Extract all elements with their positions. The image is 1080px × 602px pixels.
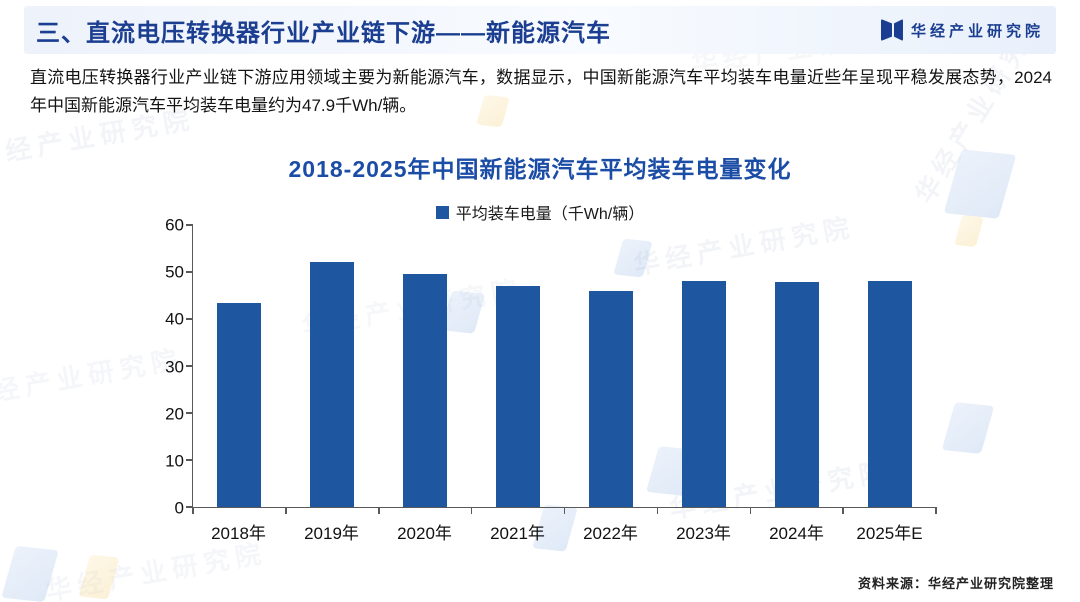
page-title: 三、直流电压转换器行业产业链下游——新能源汽车 bbox=[36, 19, 611, 47]
y-axis-label: 40 bbox=[165, 309, 184, 329]
watermark-folder-icon bbox=[78, 554, 120, 600]
x-axis-label: 2020年 bbox=[397, 524, 452, 543]
x-axis-label: 2019年 bbox=[304, 524, 359, 543]
bar-slot bbox=[379, 225, 472, 507]
legend-label: 平均装车电量（千Wh/辆） bbox=[455, 206, 645, 223]
bar-2023年 bbox=[681, 281, 726, 507]
brand-logo-text: 华经产业研究院 bbox=[910, 22, 1044, 40]
y-axis-label: 30 bbox=[165, 357, 184, 376]
bar-slot bbox=[843, 225, 936, 507]
x-tick bbox=[842, 507, 844, 514]
bar-2021年 bbox=[496, 286, 541, 507]
watermark-folder-icon bbox=[941, 402, 995, 454]
bar-2024年 bbox=[774, 281, 819, 507]
y-tick bbox=[186, 506, 193, 508]
plot-wrapper: 0 10 20 30 40 50 60 2018年 2019年 2020年 2021年 2022年 2… bbox=[150, 217, 940, 543]
y-axis-label: 20 bbox=[165, 404, 184, 424]
bar-slot bbox=[286, 225, 379, 507]
x-axis-label: 2022年 bbox=[583, 524, 638, 543]
bar-2019年 bbox=[310, 261, 355, 507]
bar-slot bbox=[193, 225, 286, 507]
y-tick bbox=[186, 271, 193, 273]
x-tick bbox=[563, 507, 566, 514]
chart-title: 2018-2025年中国新能源汽车平均装车电量变化 bbox=[288, 156, 792, 182]
bar-2025年E bbox=[867, 281, 912, 507]
y-tick bbox=[186, 318, 193, 320]
bar-2022年 bbox=[588, 290, 633, 507]
bar-slot bbox=[565, 225, 658, 507]
x-axis-label: 2025年E bbox=[856, 524, 923, 543]
bar-2020年 bbox=[403, 273, 448, 507]
x-tick bbox=[749, 507, 751, 514]
brand-logo: 华经产业研究院 bbox=[880, 19, 1044, 41]
x-axis-label: 2018年 bbox=[211, 524, 266, 543]
header: 三、直流电压转换器行业产业链下游——新能源汽车 华经产业研究院 bbox=[24, 6, 1056, 54]
y-axis-label: 10 bbox=[165, 451, 184, 471]
watermark-folder-icon bbox=[1, 545, 59, 602]
source-note: 资料来源：华经产业研究院整理 bbox=[857, 576, 1054, 591]
x-tick bbox=[192, 507, 194, 514]
bar-slot bbox=[472, 225, 565, 507]
chart-legend: 平均装车电量（千Wh/辆） bbox=[0, 200, 1080, 224]
bar-2018年 bbox=[217, 303, 262, 507]
x-tick bbox=[378, 507, 380, 514]
y-axis: 0 10 20 30 40 50 60 bbox=[150, 217, 184, 517]
x-axis: 2018年 2019年 2020年 2021年 2022年 2023年 2024年 2025年… bbox=[192, 519, 936, 544]
intro-paragraph: 直流电压转换器行业产业链下游应用领域主要为新能源汽车，数据显示，中国新能源汽车平… bbox=[30, 68, 1052, 115]
x-axis-label: 2021年 bbox=[490, 524, 545, 543]
y-axis-label: 60 bbox=[165, 215, 184, 235]
bar-slot bbox=[750, 225, 843, 507]
plot-area bbox=[186, 224, 937, 514]
y-tick bbox=[186, 459, 193, 461]
brand-logo-icon bbox=[880, 19, 903, 41]
y-axis-label: 50 bbox=[165, 262, 184, 282]
x-tick bbox=[285, 507, 287, 514]
x-tick bbox=[470, 507, 473, 514]
bar-slot bbox=[657, 225, 750, 507]
legend-marker-icon bbox=[435, 205, 449, 219]
x-axis-label: 2024年 bbox=[769, 524, 824, 543]
x-tick bbox=[656, 507, 659, 514]
x-tick bbox=[935, 507, 937, 514]
x-axis-label: 2023年 bbox=[676, 524, 731, 543]
y-tick bbox=[186, 365, 193, 367]
y-tick bbox=[186, 224, 193, 226]
y-tick bbox=[186, 412, 193, 414]
y-axis-label: 0 bbox=[174, 498, 184, 518]
